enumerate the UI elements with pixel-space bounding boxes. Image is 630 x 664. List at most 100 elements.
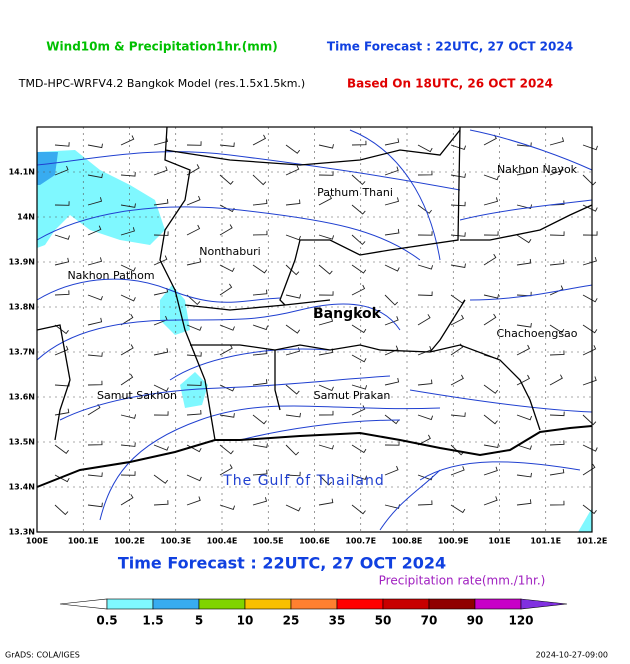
wind-barb: [582, 444, 598, 452]
model-name: TMD-HPC-WRFV4.2 Bangkok Model (res.1.5x1…: [18, 77, 305, 90]
based-on: Based On 18UTC, 26 OCT 2024: [347, 77, 553, 91]
wind-barb: [285, 294, 302, 299]
wind-barb: [219, 142, 235, 147]
colorbar-arrow: [520, 598, 568, 610]
wind-barb: [450, 201, 466, 207]
wind-barb: [252, 174, 267, 186]
wind-barb: [549, 231, 565, 236]
wind-barb: [186, 195, 201, 206]
colorbar-box: [382, 598, 430, 610]
wind-barb: [582, 504, 597, 515]
wind-barb: [384, 465, 399, 476]
wind-barb: [252, 497, 268, 506]
wind-barb: [417, 231, 433, 236]
wind-barb: [318, 264, 333, 275]
wind-barb: [153, 348, 169, 356]
wind-barb: [153, 231, 169, 236]
streamlines: [36, 129, 593, 531]
wind-barb: [351, 504, 366, 515]
wind-barb: [87, 380, 103, 386]
wind-barb: [285, 444, 300, 456]
wind-barb: [120, 294, 136, 302]
wind-barb: [549, 500, 565, 506]
colorbar-label: 50: [375, 614, 392, 628]
wind-barb: [318, 234, 335, 240]
wind-barb: [252, 199, 268, 206]
wind-barb: [483, 496, 498, 506]
wind-barb: [318, 144, 334, 149]
wind-barb: [87, 257, 103, 266]
wind-barb: [219, 264, 235, 273]
x-tick-label: 100.6E: [299, 537, 330, 546]
wind-barb: [549, 468, 565, 476]
wind-barb: [285, 234, 301, 241]
wind-barb: [252, 230, 268, 236]
wind-barb: [219, 283, 233, 296]
wind-barb: [219, 324, 235, 331]
wind-barb: [285, 412, 301, 418]
wind-barb: [318, 410, 334, 416]
wind-barb: [120, 373, 134, 386]
wind-barb: [54, 165, 69, 176]
title: Wind10m & Precipitation1hr.(mm): [46, 40, 277, 54]
wind-barb: [186, 381, 202, 386]
wind-barb: [351, 264, 367, 274]
x-tick-label: 100.8E: [392, 537, 423, 546]
wind-barb: [153, 199, 169, 206]
wind-barb: [120, 172, 136, 177]
y-tick-label: 13.6N: [9, 393, 35, 402]
wind-barb: [120, 471, 136, 476]
wind-barb: [450, 374, 464, 386]
wind-barb: [318, 171, 334, 176]
wind-barb: [153, 444, 169, 451]
wind-barb: [483, 253, 497, 266]
wind-barb: [186, 352, 202, 357]
wind-barb: [285, 264, 300, 276]
x-tick-label: 100E: [26, 537, 48, 546]
wind-barb: [252, 134, 267, 146]
x-tick-label: 100.3E: [160, 537, 191, 546]
wind-barb: [285, 471, 301, 477]
wind-barb: [351, 324, 367, 334]
wind-barb: [483, 313, 497, 326]
colorbar-label: 25: [283, 614, 300, 628]
wind-barb: [54, 290, 70, 296]
wind-barb: [153, 384, 169, 392]
wind-barb: [450, 412, 466, 417]
colorbar-title: Precipitation rate(mm./1hr.): [379, 574, 546, 588]
wind-barb: [417, 379, 433, 386]
wind-barb: [252, 289, 268, 296]
wind-barb: [54, 234, 70, 240]
wind-barb: [219, 384, 235, 392]
wind-barb: [417, 314, 431, 326]
wind-barb: [417, 434, 431, 446]
wind-barb: [186, 164, 200, 176]
wind-barb: [120, 414, 137, 419]
wind-barb: [318, 194, 333, 206]
y-tick-label: 13.3N: [9, 528, 35, 537]
wind-barb: [384, 197, 400, 206]
wind-barb: [516, 414, 533, 421]
wind-barb: [549, 259, 565, 266]
wind-barb: [54, 201, 70, 206]
wind-barb: [483, 414, 498, 425]
coastline: [36, 425, 593, 488]
wind-barb: [516, 204, 533, 209]
wind-barb: [186, 224, 201, 236]
wind-barb: [384, 414, 399, 425]
wind-barb: [549, 350, 565, 356]
wind-barb: [483, 384, 499, 394]
wind-barb: [186, 257, 202, 266]
wind-barb: [417, 204, 432, 214]
wind-barb: [549, 411, 565, 417]
wind-barb: [450, 466, 465, 476]
wind-barb: [120, 264, 136, 272]
wind-barb: [87, 173, 103, 179]
wind-barb: [54, 257, 70, 266]
y-tick-label: 14.1N: [9, 168, 35, 177]
wind-barb: [549, 166, 564, 176]
wind-barb: [417, 414, 434, 421]
wind-barb: [252, 379, 268, 386]
wind-barb: [120, 313, 134, 326]
wind-barb: [252, 264, 268, 274]
